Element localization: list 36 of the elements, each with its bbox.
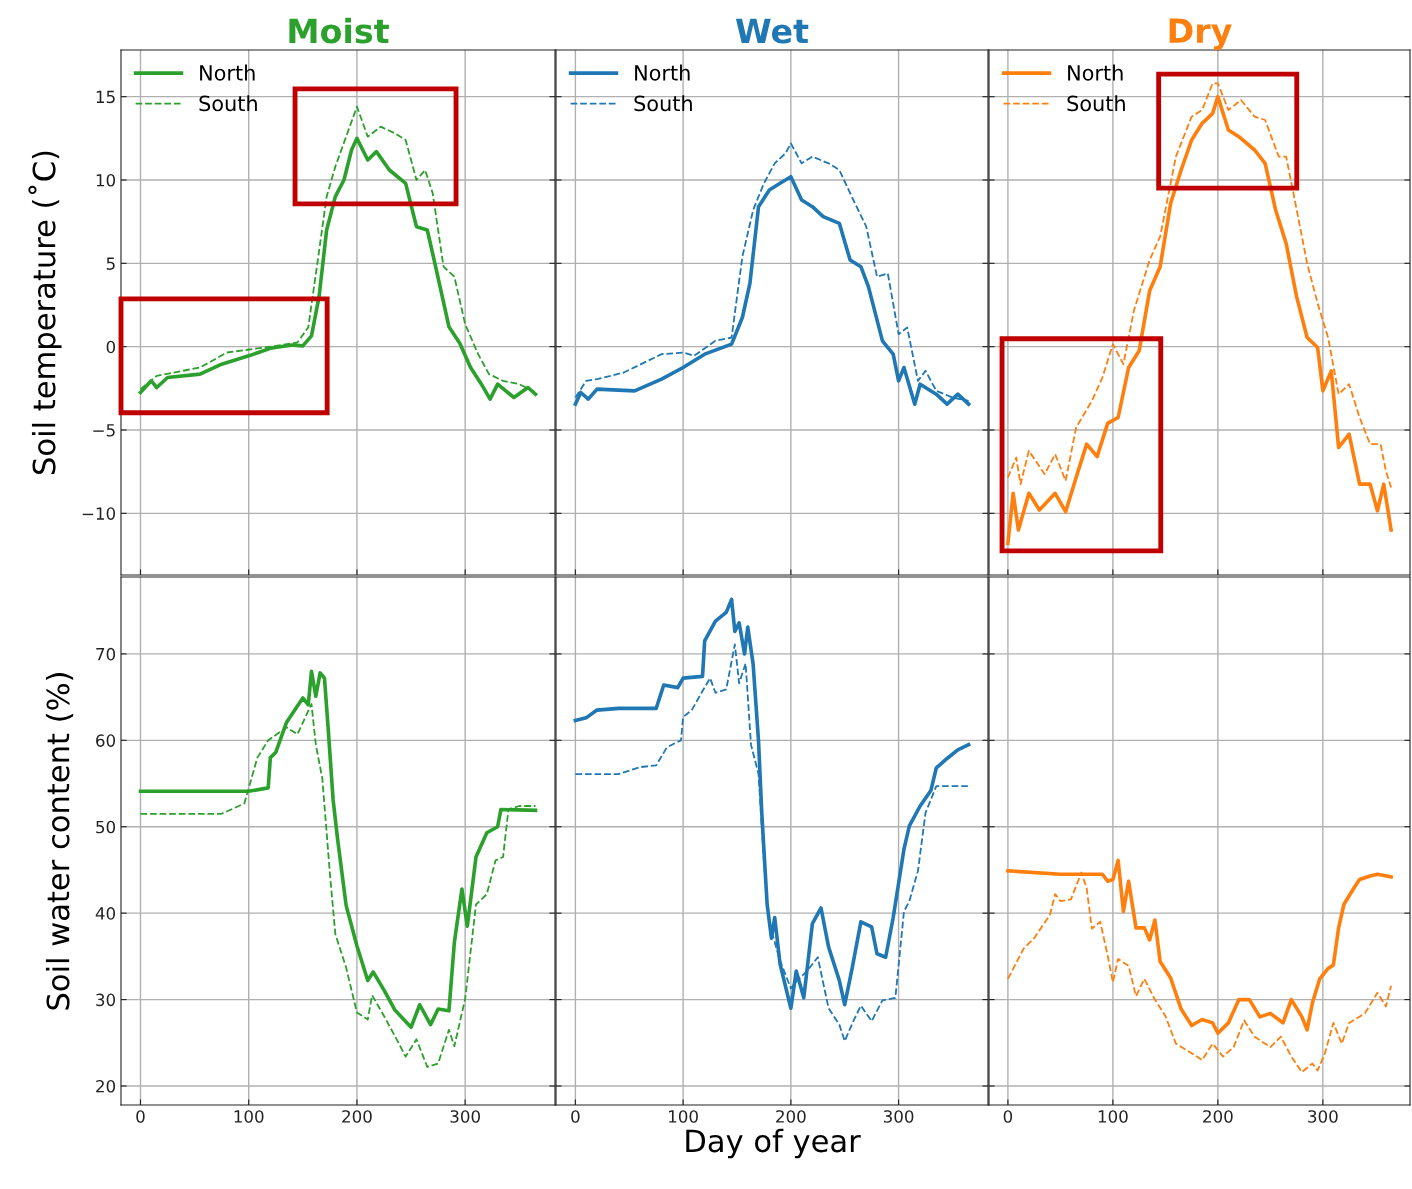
x-tick-label: 100 [1098, 1110, 1128, 1123]
y-tick-label: 0 [106, 340, 116, 354]
legend-label: South [199, 95, 257, 112]
x-tick-label: 100 [234, 1110, 264, 1123]
x-tick-label: 0 [136, 1110, 145, 1123]
legend-label: North [1068, 64, 1123, 81]
x-tick-label: 0 [571, 1110, 580, 1123]
y-axis-title: Soil temperature (˚C) [28, 151, 62, 474]
y-tick-label: 50 [96, 820, 116, 834]
y-axis-title: Soil water content (%) [45, 673, 74, 1010]
legend-label: North [200, 64, 255, 81]
y-tick-label: −5 [93, 424, 115, 437]
x-tick-label: 300 [1308, 1110, 1338, 1123]
y-tick-label: 40 [95, 907, 116, 920]
y-tick-label: 15 [96, 90, 115, 104]
chart-title: Moist [289, 17, 389, 44]
legend-label: North [635, 64, 690, 81]
chart-title: Dry [1169, 18, 1232, 50]
x-axis-title: Day of year [686, 1128, 861, 1159]
x-tick-label: 200 [1203, 1110, 1233, 1123]
y-tick-label: 20 [96, 1079, 116, 1093]
x-tick-label: 200 [776, 1110, 806, 1123]
legend-label: South [1067, 95, 1125, 112]
x-tick-label: 300 [450, 1110, 480, 1123]
y-tick-label: 5 [106, 257, 115, 270]
chart-title: Wet [735, 18, 809, 44]
y-tick-label: 10 [96, 173, 116, 187]
x-tick-label: 100 [669, 1110, 698, 1123]
x-tick-label: 0 [1003, 1110, 1013, 1123]
legend-label: South [634, 95, 692, 112]
y-tick-label: −10 [82, 507, 116, 520]
x-tick-label: 200 [342, 1110, 372, 1123]
x-tick-label: 300 [883, 1110, 914, 1123]
y-tick-label: 30 [96, 993, 116, 1007]
y-tick-label: 70 [96, 647, 116, 661]
y-tick-label: 60 [96, 734, 116, 747]
